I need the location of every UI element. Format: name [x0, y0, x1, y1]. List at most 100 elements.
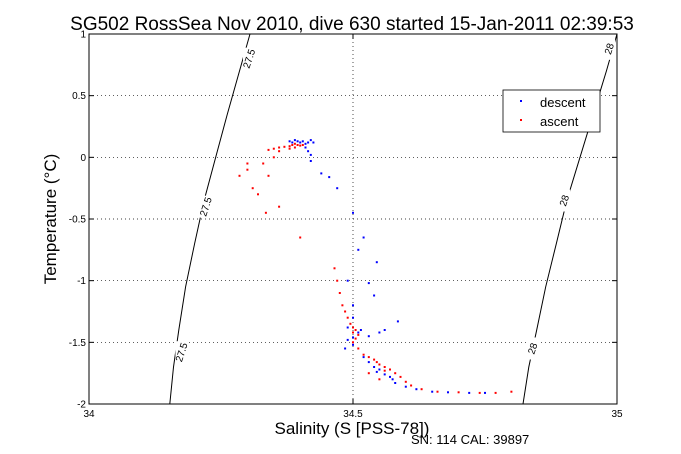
data-point-descent [396, 320, 399, 323]
legend: descent ascent [502, 89, 601, 133]
legend-marker-descent [520, 100, 522, 102]
x-tick-label: 34.5 [343, 409, 363, 420]
data-point-ascent [272, 147, 275, 150]
data-point-descent [346, 279, 349, 282]
data-point-descent [484, 391, 486, 394]
data-point-descent [346, 338, 349, 341]
data-point-ascent [420, 388, 423, 391]
data-point-descent [299, 141, 302, 144]
data-point-ascent [367, 356, 370, 359]
data-point-ascent [352, 331, 354, 334]
y-axis-label: Temperature (°C) [41, 154, 60, 285]
data-point-ascent [352, 326, 354, 329]
data-point-ascent [357, 347, 360, 350]
data-point-ascent [357, 333, 360, 336]
y-tick-label: -2 [77, 400, 86, 411]
data-point-ascent [394, 372, 397, 375]
data-point-descent [293, 139, 296, 142]
contour-label: 28 [527, 341, 541, 355]
data-point-descent [367, 335, 370, 338]
y-tick-label: 0 [80, 153, 86, 164]
data-point-ascent [410, 384, 413, 387]
data-points [238, 139, 513, 394]
data-point-ascent [404, 380, 407, 383]
data-point-ascent [283, 145, 286, 148]
data-point-descent [447, 391, 449, 394]
data-point-ascent [399, 375, 402, 378]
data-point-descent [367, 282, 370, 285]
data-point-ascent [291, 144, 294, 146]
data-point-descent [378, 368, 381, 371]
data-point-descent [404, 385, 407, 388]
contour-label: 28 [603, 42, 617, 56]
data-point-ascent [349, 322, 352, 325]
data-point-ascent [352, 341, 354, 344]
data-point-ascent [299, 236, 302, 239]
legend-label-ascent: ascent [540, 114, 579, 129]
data-point-descent [301, 140, 304, 143]
data-point-ascent [333, 267, 336, 270]
data-point-ascent [373, 358, 376, 361]
data-point-ascent [378, 378, 381, 381]
data-point-descent [373, 294, 376, 297]
data-point-ascent [246, 162, 249, 165]
data-point-descent [359, 329, 362, 331]
legend-label-descent: descent [540, 95, 586, 110]
data-point-descent [296, 140, 299, 143]
contour-label-gap [175, 341, 188, 364]
data-point-descent [357, 248, 360, 251]
data-point-ascent [478, 391, 481, 394]
data-point-ascent [510, 390, 513, 393]
y-tick-label: -1 [77, 276, 86, 287]
data-point-descent [309, 153, 312, 156]
data-point-descent [375, 370, 378, 373]
contour-label-gap [558, 189, 571, 212]
data-point-descent [431, 390, 434, 393]
data-point-descent [307, 141, 310, 144]
data-point-descent [357, 331, 360, 334]
data-point-ascent [494, 391, 497, 394]
data-point-ascent [293, 146, 296, 149]
data-point-descent [312, 141, 315, 144]
data-point-descent [309, 160, 312, 162]
data-point-descent [352, 211, 354, 214]
data-point-ascent [301, 144, 304, 146]
data-point-ascent [389, 368, 391, 371]
data-point-ascent [378, 363, 381, 366]
data-point-ascent [278, 146, 281, 149]
data-point-descent [291, 141, 294, 144]
axis-ticks: 34 34.5 35 -2 -1.5 -1 -0.5 0 0.5 1 [69, 30, 623, 421]
data-point-descent [373, 366, 376, 368]
data-point-ascent [257, 193, 259, 196]
data-point-ascent [251, 187, 254, 190]
legend-box [502, 89, 601, 133]
x-axis-label: Salinity (S [PSS-78]) [275, 419, 430, 438]
data-point-descent [288, 140, 291, 143]
data-point-ascent [293, 142, 296, 145]
data-point-ascent [338, 292, 341, 294]
data-point-descent [346, 326, 349, 329]
data-point-ascent [362, 353, 365, 356]
data-point-descent [344, 347, 347, 350]
data-point-descent [304, 142, 307, 145]
data-point-descent [352, 316, 354, 319]
y-tick-label: -0.5 [69, 215, 87, 226]
data-point-ascent [288, 147, 291, 150]
contour-label-gap [526, 337, 539, 360]
data-point-descent [362, 356, 365, 359]
data-point-ascent [383, 369, 386, 372]
data-point-descent [394, 382, 397, 384]
x-tick-label: 34 [83, 409, 95, 420]
contour-label-gap [603, 37, 616, 60]
data-point-ascent [272, 156, 275, 159]
data-point-ascent [457, 391, 460, 394]
data-point-descent [415, 388, 418, 391]
data-point-descent [367, 361, 370, 364]
data-point-ascent [264, 211, 267, 214]
data-point-descent [378, 331, 381, 334]
data-point-descent [304, 146, 307, 149]
y-tick-label: 1 [80, 30, 86, 41]
data-point-ascent [278, 205, 281, 208]
